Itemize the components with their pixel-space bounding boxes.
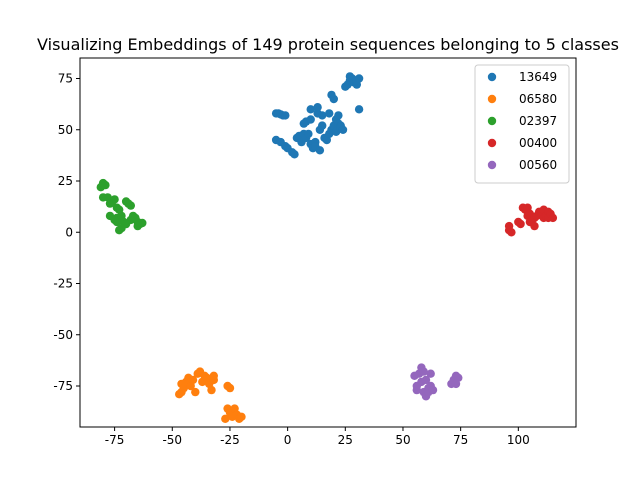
data-point	[451, 379, 461, 389]
legend-marker	[487, 138, 497, 148]
legend-label: 06580	[519, 92, 557, 106]
x-tick-label: 0	[284, 433, 292, 447]
data-point	[334, 111, 343, 120]
data-point	[428, 385, 438, 395]
y-tick-label: 50	[58, 123, 73, 137]
data-point	[126, 201, 135, 210]
data-point	[191, 387, 200, 397]
data-point	[313, 103, 322, 112]
data-point	[306, 105, 315, 114]
series-06580	[175, 367, 246, 423]
data-point	[354, 74, 364, 83]
chart-title: Visualizing Embeddings of 149 protein se…	[37, 35, 619, 54]
data-point	[426, 369, 435, 378]
data-point	[133, 221, 142, 231]
data-point	[110, 195, 119, 204]
data-point	[516, 219, 525, 229]
y-tick-label: -25	[53, 277, 73, 291]
legend-label: 02397	[519, 114, 557, 128]
y-tick-label: -75	[53, 379, 73, 393]
legend-label: 00560	[519, 158, 557, 172]
x-tick-label: 75	[453, 433, 468, 447]
y-axis: -75 -50 -25 0 25 50 75	[53, 72, 80, 393]
legend-label: 13649	[519, 70, 557, 84]
data-point	[354, 105, 364, 114]
data-point	[507, 228, 516, 237]
data-point	[318, 111, 327, 120]
x-axis: -75 -50 -25 0 25 50 75 100	[105, 427, 530, 447]
data-point	[306, 115, 315, 124]
axes-frame	[79, 57, 577, 428]
data-point	[115, 226, 124, 235]
data-points	[96, 72, 558, 423]
x-tick-label: -50	[162, 433, 182, 447]
data-point	[315, 146, 325, 155]
x-tick-label: 100	[507, 433, 530, 447]
data-point	[329, 94, 338, 104]
data-point	[221, 414, 230, 423]
data-point	[548, 213, 558, 223]
legend-marker	[487, 160, 497, 170]
data-point	[421, 375, 431, 385]
x-tick-label: -25	[220, 433, 240, 447]
x-tick-label: -75	[105, 433, 125, 447]
y-tick-label: 0	[65, 225, 73, 239]
data-point	[318, 121, 327, 130]
series-00400	[504, 203, 558, 237]
y-tick-label: 25	[58, 174, 73, 188]
data-point	[188, 375, 198, 385]
legend-marker	[487, 116, 497, 126]
data-point	[290, 150, 299, 159]
data-point	[101, 180, 110, 190]
y-tick-label: 75	[58, 72, 73, 86]
data-point	[105, 211, 115, 221]
x-tick-label: 50	[395, 433, 410, 447]
legend-box	[474, 64, 570, 184]
data-point	[281, 111, 290, 120]
series-02397	[96, 178, 147, 235]
data-point	[225, 383, 235, 393]
legend-label: 00400	[519, 136, 557, 150]
data-point	[237, 412, 246, 421]
data-point	[207, 385, 216, 395]
series-00560	[410, 363, 463, 401]
data-point	[209, 371, 218, 380]
legend-marker	[487, 94, 497, 104]
y-tick-label: -50	[53, 328, 73, 342]
series-13649	[271, 72, 364, 159]
data-point	[530, 221, 539, 231]
data-point	[325, 109, 334, 118]
data-point	[304, 129, 313, 139]
x-tick-label: 25	[338, 433, 353, 447]
legend: 13649 06580 02397 00400 00560	[474, 64, 570, 184]
data-point	[338, 125, 348, 134]
data-point	[419, 367, 428, 376]
legend-marker	[487, 72, 497, 82]
